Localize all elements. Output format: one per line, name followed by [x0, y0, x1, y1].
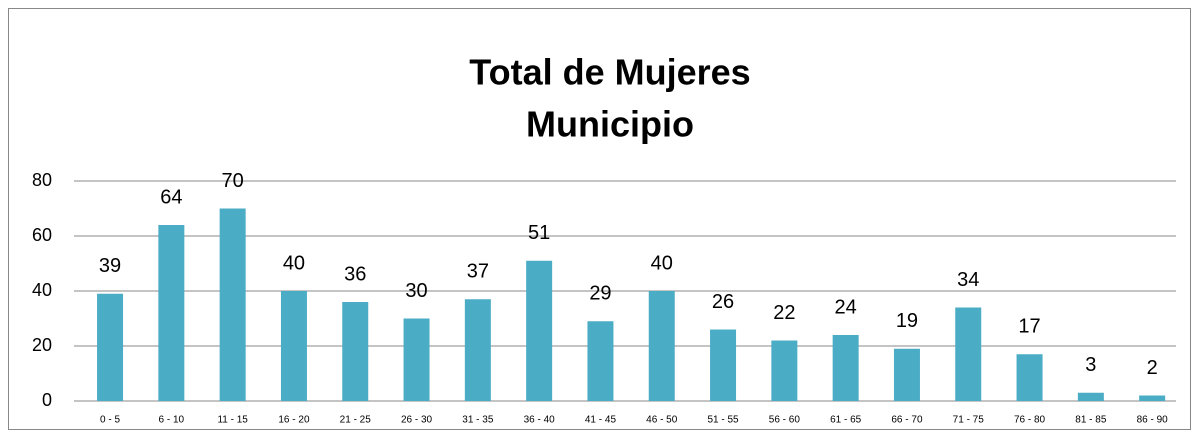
value-label: 40: [651, 252, 673, 274]
bar: [648, 291, 675, 401]
x-tick-label: 46 - 50: [646, 415, 678, 426]
bar: [1077, 392, 1104, 401]
value-label: 34: [957, 269, 979, 291]
x-tick-label: 21 - 25: [340, 415, 372, 426]
bar: [1139, 395, 1166, 401]
chart-title: Municipio: [526, 104, 694, 145]
x-tick-label: 36 - 40: [524, 415, 556, 426]
value-label: 30: [405, 280, 427, 302]
value-label: 40: [283, 252, 305, 274]
value-label: 70: [222, 170, 244, 192]
bar: [158, 225, 185, 401]
bar: [893, 348, 920, 401]
bar: [832, 335, 859, 401]
value-label: 39: [99, 255, 121, 277]
bar: [97, 293, 124, 401]
x-tick-label: 71 - 75: [953, 415, 985, 426]
y-tick-label: 40: [32, 280, 52, 300]
chart-title: Total de Mujeres: [469, 52, 750, 93]
bar: [771, 340, 798, 401]
x-tick-label: 11 - 15: [217, 415, 248, 426]
bar: [710, 329, 737, 401]
bar: [587, 321, 614, 401]
x-tick-label: 41 - 45: [585, 415, 617, 426]
value-label: 51: [528, 222, 550, 244]
bar: [219, 208, 246, 401]
x-tick-label: 16 - 20: [278, 415, 310, 426]
value-label: 22: [773, 302, 795, 324]
bar: [1016, 354, 1043, 401]
value-label: 64: [160, 186, 182, 208]
x-tick-label: 6 - 10: [159, 415, 185, 426]
value-label: 37: [467, 261, 489, 283]
x-tick-label: 76 - 80: [1014, 415, 1046, 426]
x-tick-label: 61 - 65: [830, 415, 862, 426]
y-tick-label: 60: [32, 225, 52, 245]
value-label: 3: [1085, 354, 1096, 376]
bar: [955, 307, 982, 401]
x-tick-label: 26 - 30: [401, 415, 433, 426]
x-tick-label: 51 - 55: [707, 415, 739, 426]
value-label: 19: [896, 310, 918, 332]
value-label: 26: [712, 291, 734, 313]
x-tick-label: 86 - 90: [1137, 415, 1169, 426]
bar: [464, 299, 491, 401]
x-tick-label: 31 - 35: [462, 415, 494, 426]
y-tick-label: 20: [32, 335, 52, 355]
value-label: 36: [344, 263, 366, 285]
bar: [342, 302, 369, 401]
bar: [526, 260, 553, 401]
x-tick-label: 66 - 70: [891, 415, 923, 426]
x-tick-label: 56 - 60: [769, 415, 801, 426]
value-label: 17: [1018, 316, 1040, 338]
x-tick-label: 0 - 5: [100, 415, 120, 426]
value-label: 2: [1147, 357, 1158, 379]
value-label: 29: [589, 283, 611, 305]
bar: [403, 318, 430, 401]
x-tick-label: 81 - 85: [1075, 415, 1107, 426]
bar: [280, 291, 307, 401]
y-tick-label: 80: [32, 170, 52, 190]
value-label: 24: [835, 296, 857, 318]
y-tick-label: 0: [42, 390, 52, 410]
